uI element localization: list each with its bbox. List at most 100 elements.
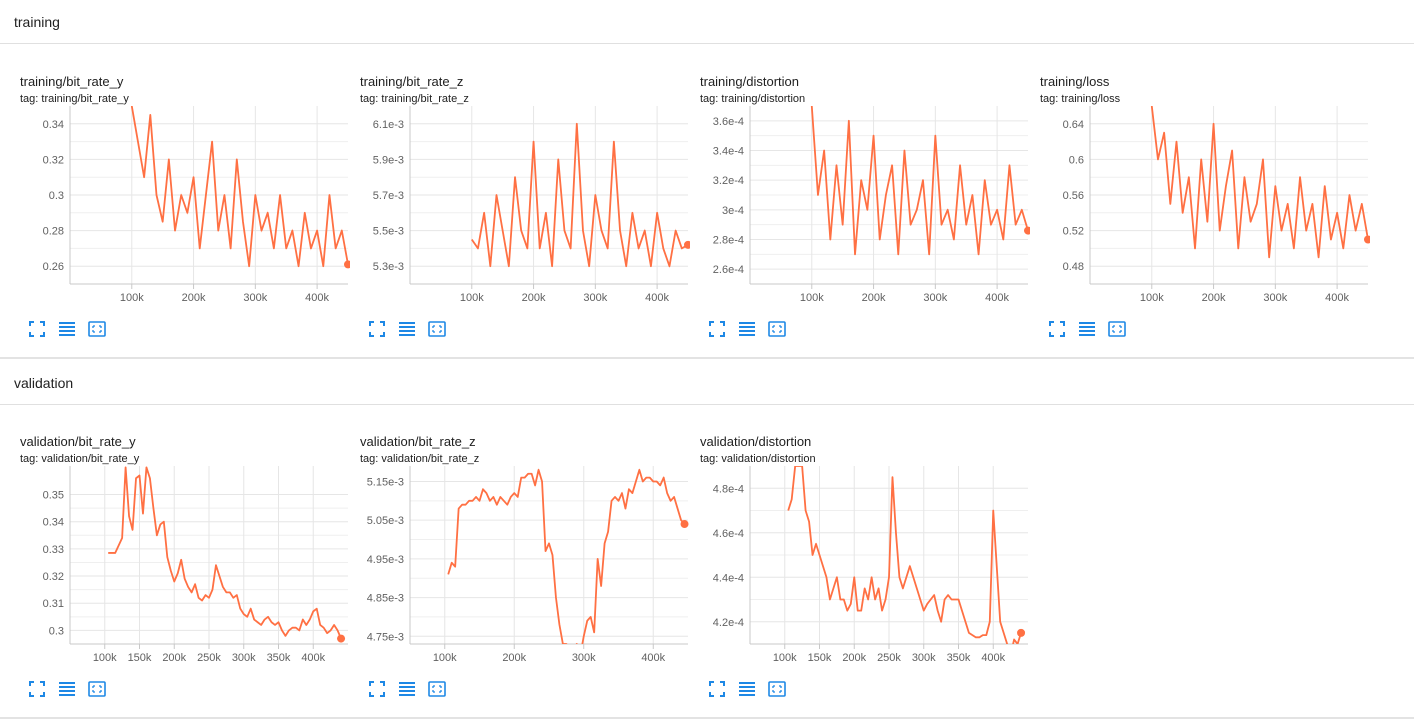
x-tick-label: 200k (162, 652, 186, 664)
data-table-button[interactable] (58, 680, 76, 698)
last-point-marker[interactable] (344, 260, 350, 269)
fit-domain-button[interactable] (1108, 320, 1126, 338)
line-chart[interactable]: 0.26 0.28 0.3 0.32 0.34 100k 200k 300k 400k (0, 104, 350, 304)
x-tick-label: 400k (1325, 292, 1349, 304)
chart-card-validation-bit-rate-y: validation/bit_rate_y tag: validation/bit… (0, 420, 348, 697)
chart-title: training/bit_rate_z (360, 74, 464, 89)
x-tick-label: 400k (985, 292, 1009, 304)
y-tick-label: 2.8e-4 (713, 235, 744, 247)
x-tick-label: 350k (947, 652, 971, 664)
y-tick-label: 0.56 (1063, 190, 1084, 202)
x-tick-label: 100k (120, 292, 144, 304)
y-tick-label: 5.9e-3 (373, 154, 404, 166)
last-point-marker[interactable] (680, 520, 689, 529)
chart-card-validation-bit-rate-z: validation/bit_rate_z tag: validation/bit… (340, 420, 689, 697)
data-table-button[interactable] (398, 680, 416, 698)
line-chart[interactable]: 4.75e-3 4.85e-3 4.95e-3 5.05e-3 5.15e-3 100k 2… (340, 464, 690, 664)
data-table-button[interactable] (1078, 320, 1096, 338)
x-tick-label: 300k (583, 292, 607, 304)
data-table-icon (59, 682, 75, 696)
fit-domain-button[interactable] (428, 320, 446, 338)
line-chart[interactable]: 2.6e-4 2.8e-4 3e-4 3.2e-4 3.4e-4 3.6e-4 100k 20… (680, 104, 1030, 304)
x-tick-label: 100k (773, 652, 797, 664)
x-tick-label: 300k (912, 652, 936, 664)
fit-domain-button[interactable] (768, 320, 786, 338)
fullscreen-button[interactable] (1048, 320, 1066, 338)
y-tick-label: 0.52 (1063, 226, 1084, 238)
y-tick-label: 4.8e-4 (713, 483, 744, 495)
y-tick-label: 0.3 (49, 190, 64, 202)
chart-tag: tag: validation/bit_rate_y (20, 453, 140, 465)
fit-domain-button[interactable] (88, 320, 106, 338)
fullscreen-button[interactable] (368, 680, 386, 698)
last-point-marker[interactable] (684, 240, 690, 249)
data-table-icon (59, 322, 75, 336)
y-tick-label: 0.34 (43, 517, 64, 529)
x-tick-label: 400k (305, 292, 329, 304)
x-tick-label: 300k (232, 652, 256, 664)
data-table-button[interactable] (738, 680, 756, 698)
y-tick-label: 0.6 (1069, 154, 1084, 166)
fullscreen-button[interactable] (28, 680, 46, 698)
x-tick-label: 200k (522, 292, 546, 304)
fit-domain-button[interactable] (768, 680, 786, 698)
chart-tag: tag: validation/bit_rate_z (360, 453, 480, 465)
y-tick-label: 0.31 (43, 598, 64, 610)
line-chart[interactable]: 0.48 0.52 0.56 0.6 0.64 100k 200k 300k 400k (1020, 104, 1370, 304)
x-tick-label: 200k (1202, 292, 1226, 304)
last-point-marker[interactable] (1017, 628, 1026, 637)
fit-domain-button[interactable] (88, 680, 106, 698)
section-header-validation[interactable]: validation (0, 361, 1414, 405)
x-tick-label: 250k (877, 652, 901, 664)
raw-series-line (787, 466, 1022, 644)
fit-domain-icon (88, 321, 106, 337)
y-tick-label: 5.3e-3 (373, 261, 404, 273)
chart-tag: tag: training/bit_rate_z (360, 93, 469, 105)
y-tick-label: 4.75e-3 (367, 631, 404, 643)
fullscreen-button[interactable] (708, 320, 726, 338)
x-tick-label: 150k (808, 652, 832, 664)
series-line (471, 122, 688, 268)
x-tick-label: 200k (182, 292, 206, 304)
line-chart[interactable]: 4.2e-4 4.4e-4 4.6e-4 4.8e-4 100k 150k 200k 250k… (680, 464, 1030, 664)
fullscreen-button[interactable] (708, 680, 726, 698)
chart-card-training-bit-rate-y: training/bit_rate_y tag: training/bit_rat… (0, 60, 350, 337)
section-header-training[interactable]: training (0, 0, 1414, 44)
fullscreen-button[interactable] (368, 320, 386, 338)
line-chart[interactable]: 0.3 0.31 0.32 0.33 0.34 0.35 100k 150k 200k 250k 3… (0, 464, 350, 664)
fit-domain-icon (428, 681, 446, 697)
x-tick-label: 100k (433, 652, 457, 664)
y-tick-label: 0.64 (1063, 119, 1084, 131)
y-tick-label: 5.5e-3 (373, 226, 404, 238)
y-tick-label: 0.35 (43, 490, 64, 502)
chart-tag: tag: training/bit_rate_y (20, 93, 129, 105)
last-point-marker[interactable] (337, 634, 346, 643)
y-tick-label: 0.32 (43, 154, 64, 166)
x-tick-label: 400k (641, 652, 665, 664)
data-table-button[interactable] (738, 320, 756, 338)
x-tick-label: 150k (128, 652, 152, 664)
fullscreen-icon (369, 321, 385, 337)
x-tick-label: 400k (981, 652, 1005, 664)
y-tick-label: 4.6e-4 (713, 528, 744, 540)
x-tick-label: 250k (197, 652, 221, 664)
y-tick-label: 0.32 (43, 571, 64, 583)
section-divider (0, 357, 1414, 359)
x-tick-label: 300k (572, 652, 596, 664)
series-line (787, 466, 1022, 644)
chart-card-training-loss: training/loss tag: training/loss 0.48 0.52 0… (1020, 60, 1370, 337)
last-point-marker[interactable] (1024, 226, 1030, 235)
x-tick-label: 300k (243, 292, 267, 304)
data-table-button[interactable] (58, 320, 76, 338)
series-line (1150, 106, 1368, 259)
data-table-button[interactable] (398, 320, 416, 338)
fullscreen-button[interactable] (28, 320, 46, 338)
chart-title: training/loss (1040, 74, 1110, 89)
y-tick-label: 4.4e-4 (713, 572, 744, 584)
fit-domain-icon (88, 681, 106, 697)
x-tick-label: 300k (923, 292, 947, 304)
fit-domain-button[interactable] (428, 680, 446, 698)
last-point-marker[interactable] (1364, 235, 1370, 244)
y-tick-label: 4.2e-4 (713, 617, 744, 629)
line-chart[interactable]: 5.3e-3 5.5e-3 5.7e-3 5.9e-3 6.1e-3 100k 200k 30… (340, 104, 690, 304)
